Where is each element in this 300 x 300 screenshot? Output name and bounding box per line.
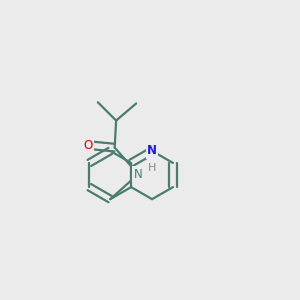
Text: N: N [134,168,142,181]
Text: N: N [147,144,157,158]
Text: O: O [83,139,92,152]
Text: H: H [148,163,157,173]
